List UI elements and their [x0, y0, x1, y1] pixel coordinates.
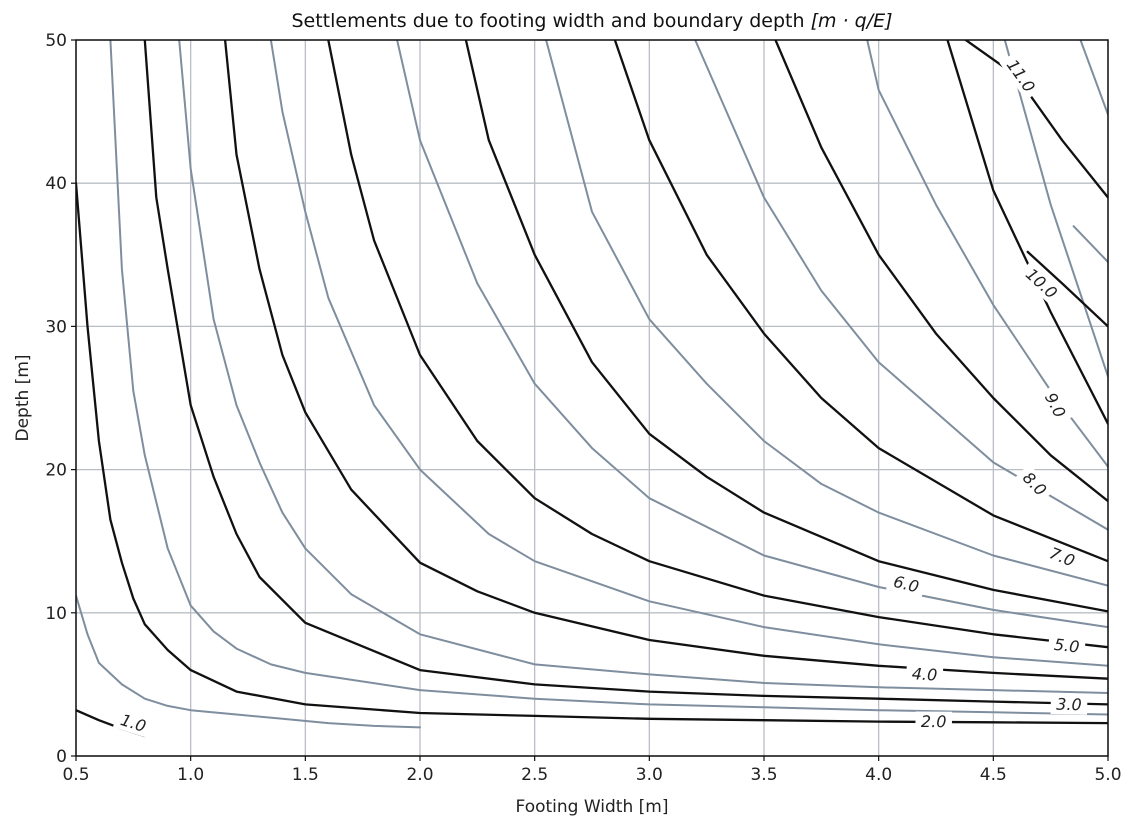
contour-line-2-0 — [76, 182, 1108, 725]
x-tick-label: 3.0 — [636, 765, 663, 785]
contour-line-6-5 — [545, 40, 1108, 587]
contour-lines — [76, 40, 1108, 738]
contour-label-gap — [112, 708, 154, 739]
x-tick-label: 2.5 — [521, 765, 548, 785]
x-tick-label: 4.5 — [980, 765, 1007, 785]
contour-labels: 1.0 2.03.04.05.06.07.08.09.010.011.0 — [112, 51, 1088, 739]
contour-line-2-5 — [109, 40, 1108, 716]
chart-title-unit: [m · q/E] — [811, 10, 893, 32]
y-tick-label: 50 — [45, 31, 67, 51]
contour-line-7-5 — [694, 40, 1108, 531]
y-tick-label: 30 — [45, 317, 67, 337]
chart-title-text: Settlements due to footing width and bou… — [291, 10, 804, 32]
x-tick-label: 3.5 — [750, 765, 777, 785]
chart-title: Settlements due to footing width and bou… — [291, 10, 892, 32]
contour-line-4-5 — [269, 40, 1108, 667]
y-axis-title: Depth [m] — [13, 354, 33, 441]
contour-line-6-0 — [464, 40, 1108, 613]
x-tick-label: 2.0 — [406, 765, 433, 785]
y-tick-label: 10 — [45, 604, 67, 624]
contour-line-8-0 — [774, 40, 1108, 503]
plot-frame — [75, 39, 1109, 757]
y-tick-labels: 0 10 20 30 40 50 — [45, 31, 76, 767]
contour-line-7-0 — [613, 40, 1108, 563]
contour-label-3-0: 3.0 — [1056, 695, 1082, 715]
contour-label-5-0: 5.0 — [1053, 635, 1080, 657]
x-tick-label: 5.0 — [1094, 765, 1121, 785]
contour-label-gap — [1014, 463, 1055, 504]
contour-line-10-5 — [1072, 225, 1108, 263]
contour-label-2-0: 2.0 — [921, 712, 947, 731]
contour-label-gap — [915, 711, 953, 732]
contour-line-3-5 — [178, 40, 1108, 694]
contour-line-8-5 — [866, 40, 1108, 468]
x-tick-labels: 0.5 1.0 1.5 2.0 2.5 3.0 3.5 4.0 4.5 5.0 — [62, 756, 1122, 785]
x-tick-label: 1.0 — [177, 765, 204, 785]
contour-line-4-0 — [223, 40, 1108, 680]
contour-line-9-5 — [1003, 40, 1108, 378]
contour-label-gap — [999, 51, 1043, 101]
x-tick-label: 4.0 — [865, 765, 892, 785]
contour-line-10-0 — [1026, 250, 1108, 328]
x-axis-title: Footing Width [m] — [516, 797, 669, 817]
contour-label-1-0: 1.0 — [118, 710, 148, 736]
x-tick-label: 0.5 — [62, 765, 89, 785]
contour-line-1-5 — [76, 594, 421, 729]
contour-line-5-0 — [327, 40, 1108, 649]
contour-label-gap — [1017, 260, 1066, 307]
contour-label-4-0: 4.0 — [911, 664, 938, 685]
contour-label-gap — [1038, 384, 1073, 426]
contour-line-11-0 — [964, 40, 1108, 199]
contour-label-gap — [1047, 633, 1086, 658]
contour-label-gap — [1041, 540, 1083, 574]
contour-label-gap — [886, 570, 927, 599]
contour-label-gap — [1050, 694, 1088, 715]
contour-line-5-5 — [396, 40, 1108, 629]
contour-label-gap — [905, 663, 944, 686]
x-tick-label: 1.5 — [292, 765, 319, 785]
y-tick-label: 0 — [56, 747, 67, 767]
y-tick-label: 40 — [45, 174, 67, 194]
contour-line-9-0 — [946, 40, 1108, 425]
contour-label-6-0: 6.0 — [892, 572, 921, 597]
y-tick-label: 20 — [45, 461, 67, 481]
contour-line-11-5 — [1079, 40, 1108, 116]
contour-line-3-0 — [143, 40, 1108, 706]
grid-lines — [75, 39, 1109, 757]
